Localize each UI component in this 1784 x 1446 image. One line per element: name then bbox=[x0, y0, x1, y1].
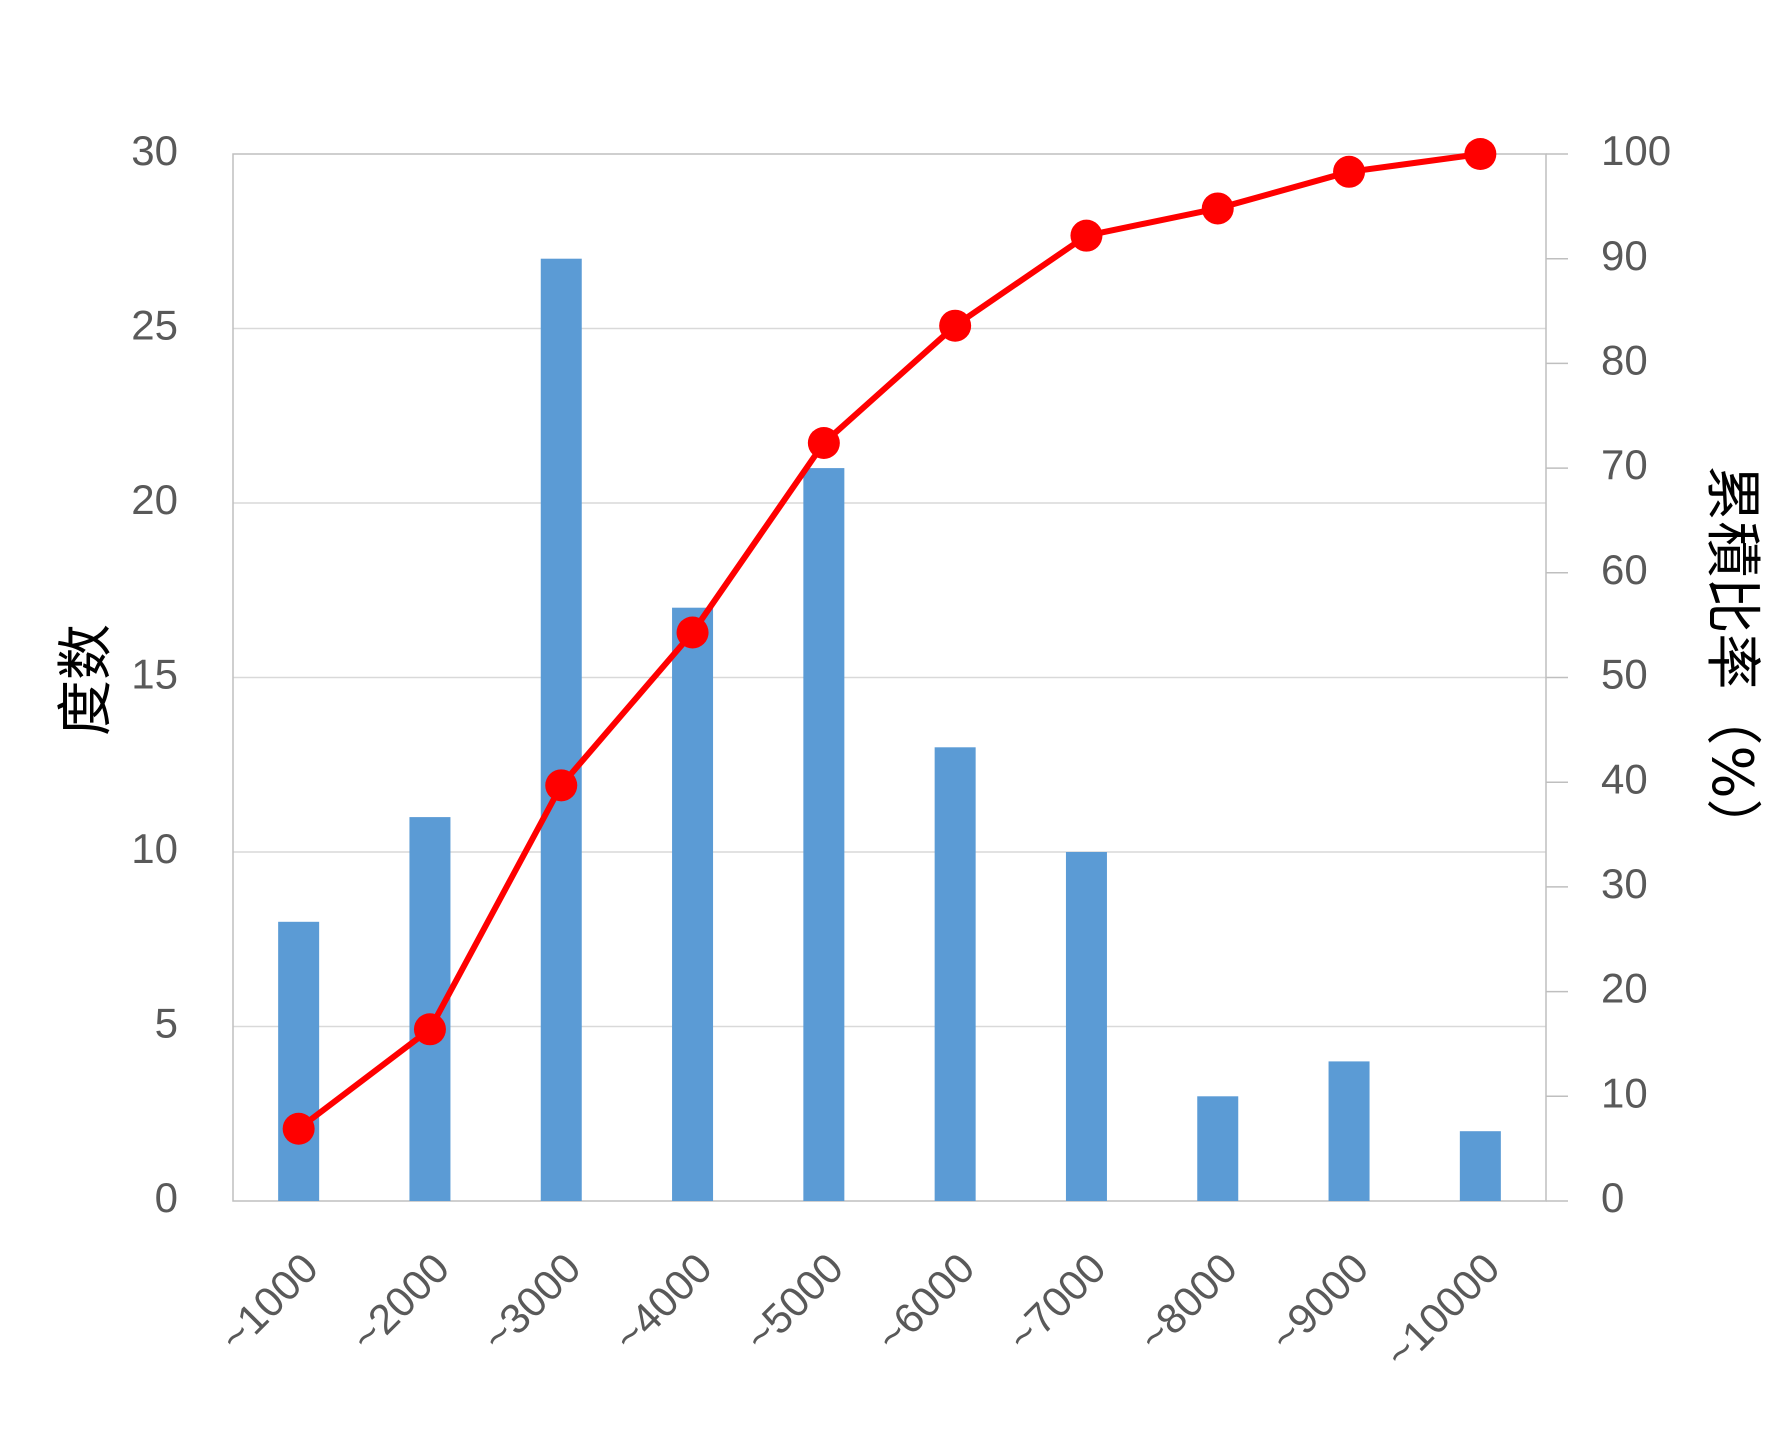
y2-tick-label: 70 bbox=[1601, 441, 1648, 488]
gridlines bbox=[233, 327, 1546, 1028]
y2-tick-label: 90 bbox=[1601, 232, 1648, 279]
y2-axis-title: 累積比率（%） bbox=[1699, 465, 1764, 854]
cumulative-point bbox=[1464, 138, 1497, 170]
y2-tick-label: 10 bbox=[1601, 1069, 1648, 1116]
cumulative-point bbox=[1070, 219, 1103, 252]
y2-tick-label: 40 bbox=[1601, 755, 1648, 802]
y-tick-label: 5 bbox=[155, 1000, 178, 1047]
left-axis-tick-labels: 0 5 10 15 20 25 30 bbox=[131, 127, 178, 1221]
y-axis-title: 度数 bbox=[54, 624, 119, 736]
right-axis-tick-labels: 0 10 20 30 40 50 60 70 80 90 100 bbox=[1601, 127, 1671, 1221]
bar bbox=[934, 747, 976, 1201]
bar bbox=[672, 607, 714, 1201]
cumulative-point bbox=[1333, 155, 1366, 188]
y2-tick-label: 50 bbox=[1601, 651, 1648, 698]
y2-tick-label: 100 bbox=[1601, 127, 1671, 174]
cumulative-point bbox=[282, 1112, 315, 1145]
cumulative-point bbox=[939, 309, 972, 342]
y-tick-label: 10 bbox=[131, 825, 178, 872]
y2-tick-label: 60 bbox=[1601, 546, 1648, 593]
cumulative-point bbox=[807, 426, 840, 459]
bar bbox=[409, 817, 451, 1201]
bar bbox=[1065, 852, 1107, 1201]
y2-tick-label: 20 bbox=[1601, 965, 1648, 1012]
bar bbox=[1197, 1096, 1239, 1201]
bar bbox=[278, 921, 320, 1201]
y-tick-label: 20 bbox=[131, 476, 178, 523]
right-axis bbox=[1546, 153, 1568, 1202]
cumulative-point bbox=[545, 769, 578, 802]
y-tick-label: 30 bbox=[131, 127, 178, 174]
cumulative-point bbox=[1201, 192, 1234, 225]
y-tick-label: 25 bbox=[131, 302, 178, 349]
y-tick-label: 0 bbox=[155, 1174, 178, 1221]
y-tick-label: 15 bbox=[131, 651, 178, 698]
y2-tick-label: 30 bbox=[1601, 860, 1648, 907]
cumulative-line bbox=[296, 151, 1481, 1132]
bar bbox=[803, 468, 845, 1202]
cumulative-point bbox=[676, 616, 709, 649]
bar bbox=[1459, 1131, 1501, 1201]
cumulative-line-series bbox=[282, 138, 1497, 1145]
y2-tick-label: 80 bbox=[1601, 336, 1648, 383]
bar bbox=[1328, 1061, 1370, 1201]
bar bbox=[540, 258, 582, 1201]
y2-tick-label: 0 bbox=[1601, 1174, 1624, 1221]
cumulative-point bbox=[413, 1013, 446, 1046]
